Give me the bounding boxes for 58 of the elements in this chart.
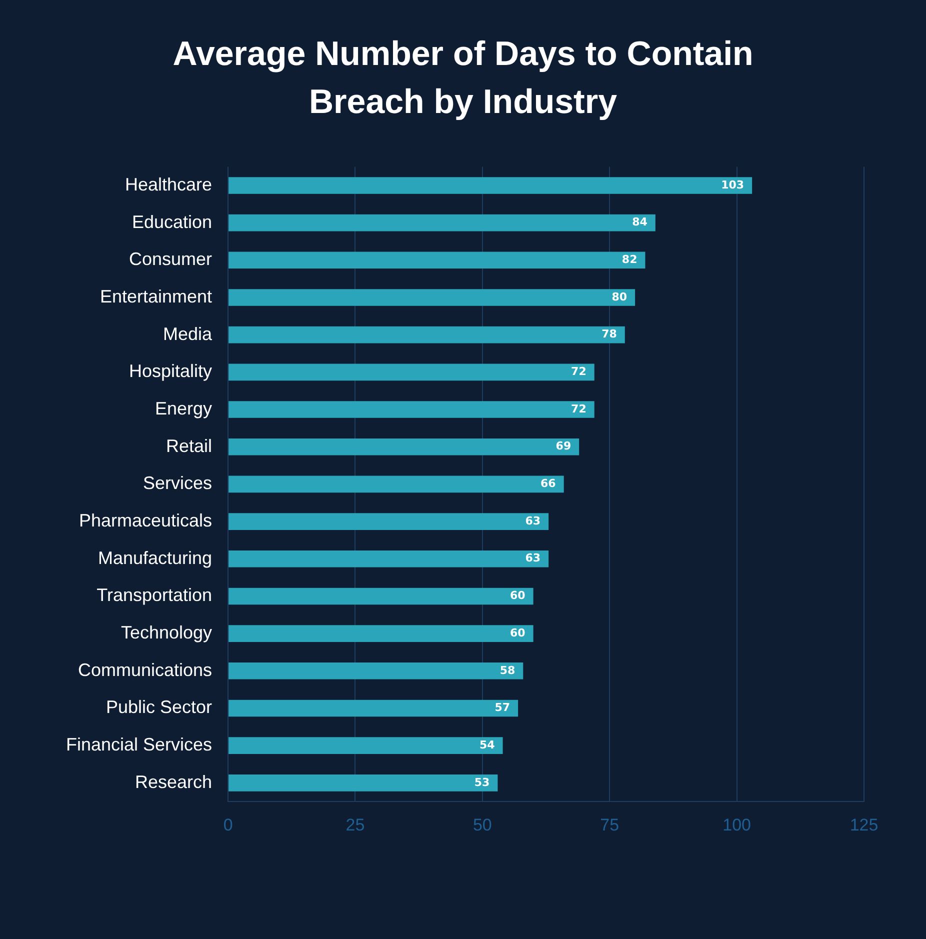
y-tick-label: Media <box>163 324 214 344</box>
data-label: 57 <box>494 701 510 714</box>
bar <box>228 252 646 269</box>
x-tick-label: 50 <box>472 815 492 834</box>
y-tick-label: Pharmaceuticals <box>78 510 212 531</box>
y-tick-label: Manufacturing <box>98 548 212 568</box>
y-tick-label: Consumer <box>129 249 212 270</box>
data-label: 80 <box>612 290 628 304</box>
y-tick-label: Energy <box>155 398 212 418</box>
y-tick-label: Hospitality <box>129 361 212 382</box>
y-tick-label: Research <box>135 772 212 792</box>
y-tick-label: Public Sector <box>106 697 212 718</box>
data-label: 54 <box>479 738 496 752</box>
chart-title: Average Number of Days to Contain Breach by Industry <box>172 34 754 123</box>
x-tick-label: 100 <box>722 815 751 834</box>
data-label: 60 <box>510 589 526 602</box>
bar <box>228 588 534 605</box>
bar <box>228 700 518 717</box>
data-label: 69 <box>556 440 572 453</box>
data-label: 63 <box>525 552 541 565</box>
data-label: 103 <box>721 178 744 192</box>
bar <box>228 513 549 530</box>
y-tick-label: Healthcare <box>125 174 212 194</box>
data-label: 60 <box>510 626 526 640</box>
y-tick-label: Technology <box>120 622 212 643</box>
data-label: 72 <box>571 365 586 378</box>
data-label: 58 <box>500 664 516 677</box>
data-label: 63 <box>525 514 541 528</box>
bar <box>228 438 580 456</box>
bar <box>228 177 752 194</box>
x-tick-label: 125 <box>850 815 878 834</box>
bar <box>228 214 656 232</box>
x-tick-label: 75 <box>600 815 620 834</box>
x-tick-label: 25 <box>346 815 365 834</box>
data-label: 66 <box>540 477 556 490</box>
bar <box>228 364 594 381</box>
y-tick-label: Education <box>132 212 212 232</box>
x-tick-label: 0 <box>223 815 233 834</box>
bar <box>228 401 594 418</box>
y-tick-label: Entertainment <box>100 286 212 306</box>
data-label: 84 <box>632 216 648 229</box>
data-label: 78 <box>602 328 617 341</box>
bar <box>228 774 498 792</box>
bar <box>228 737 503 754</box>
bar <box>228 662 524 680</box>
bar <box>228 326 625 344</box>
y-tick-label: Services <box>143 473 212 494</box>
bar <box>228 625 534 642</box>
y-tick-label: Transportation <box>96 585 212 606</box>
data-label: 53 <box>474 776 490 789</box>
y-tick-label: Financial Services <box>66 734 212 755</box>
data-label: 72 <box>571 402 586 416</box>
y-tick-label: Communications <box>78 660 212 680</box>
bar <box>228 476 564 493</box>
bar <box>228 550 549 568</box>
bar <box>228 289 636 306</box>
y-tick-label: Retail <box>166 436 212 456</box>
data-label: 82 <box>622 253 638 266</box>
